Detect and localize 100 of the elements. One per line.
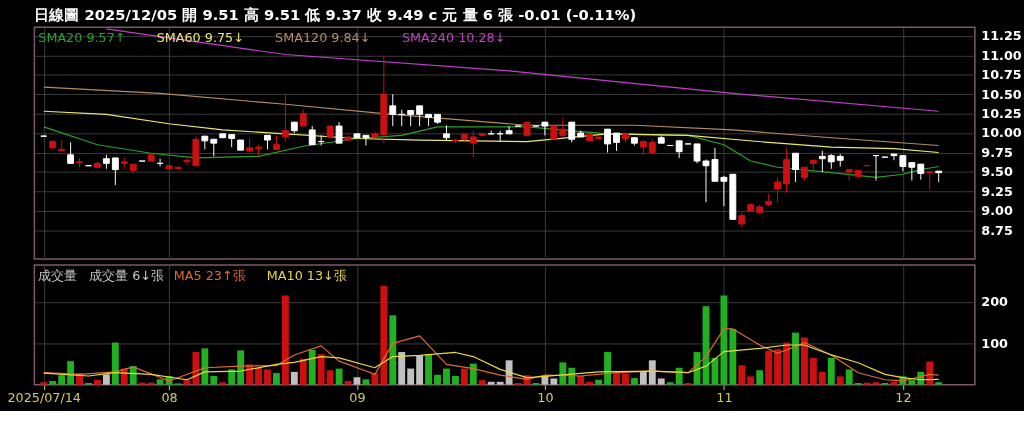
bar <box>872 382 880 385</box>
bar <box>496 381 504 385</box>
bar <box>308 349 316 385</box>
bar <box>201 348 209 385</box>
candlestick <box>67 141 75 164</box>
y-tick-label: 10.75 <box>981 67 1022 83</box>
y-tick-label: 100 <box>981 335 1009 351</box>
bar <box>192 352 200 385</box>
candlestick <box>505 125 513 135</box>
bar <box>729 328 737 385</box>
candlestick <box>926 171 934 191</box>
bar <box>362 379 370 385</box>
bar <box>299 358 307 385</box>
chart-title: 日線圖 2025/12/05 開 9.51 高 9.51 低 9.37 收 9.49 c 元 量 6 張 -0.01 (-0.11%) <box>34 6 637 24</box>
line-series <box>43 344 940 381</box>
candlestick <box>469 130 477 158</box>
bar <box>639 371 647 385</box>
bar <box>577 376 585 385</box>
bar <box>255 367 262 385</box>
bar <box>264 369 271 385</box>
y-tick-label: 10.50 <box>981 86 1022 102</box>
y-tick-label: 11.00 <box>981 47 1022 63</box>
bar <box>317 354 325 385</box>
y-tick-label: 200 <box>981 294 1009 310</box>
bar <box>622 373 629 385</box>
candlestick <box>568 121 576 143</box>
bar <box>738 365 746 385</box>
bar <box>818 371 826 385</box>
bar <box>58 375 66 385</box>
bar <box>138 382 146 385</box>
bar <box>344 380 352 385</box>
bar <box>478 380 486 385</box>
bar <box>630 378 638 385</box>
line-series <box>43 110 940 154</box>
bar <box>219 382 227 385</box>
bar <box>451 376 459 385</box>
bar <box>443 368 450 385</box>
bar <box>237 350 245 385</box>
bar <box>586 381 594 385</box>
candlestick <box>774 176 782 203</box>
candlestick <box>389 93 397 127</box>
bar <box>281 295 289 385</box>
annotation: 成交量 6↓張 <box>89 267 165 283</box>
candlestick <box>559 117 567 138</box>
bar <box>335 368 343 385</box>
bar <box>809 357 817 385</box>
bar <box>720 295 728 385</box>
x-tick-label: 2025/07/14 <box>7 389 81 405</box>
candlestick <box>604 128 611 153</box>
bar <box>49 380 57 385</box>
y-tick-label: 9.75 <box>981 144 1013 160</box>
x-tick-label: 08 <box>161 389 178 405</box>
candlestick <box>818 150 826 173</box>
bar <box>380 285 388 385</box>
bar <box>272 373 280 385</box>
bar <box>801 337 808 385</box>
bar <box>657 378 665 385</box>
bar <box>40 382 48 385</box>
y-tick-label: 9.25 <box>981 183 1013 199</box>
bar <box>290 371 298 385</box>
candlestick <box>541 121 549 136</box>
line-series <box>43 328 940 382</box>
text: MA10 13↓張 <box>266 267 347 283</box>
bar <box>156 379 164 385</box>
bar <box>434 374 441 385</box>
y-tick-label: 8.75 <box>981 222 1013 238</box>
bar <box>487 381 495 385</box>
bar <box>228 369 236 385</box>
bar <box>926 361 934 385</box>
bar <box>604 352 611 385</box>
candlestick <box>111 157 119 186</box>
x-tick-label: 10 <box>537 389 554 405</box>
bar <box>183 380 191 385</box>
bar <box>908 380 916 385</box>
bar <box>460 368 468 385</box>
x-tick-label: 12 <box>895 389 912 405</box>
bar <box>111 342 119 385</box>
bar <box>765 350 773 385</box>
bar <box>469 363 477 385</box>
bar <box>353 377 361 385</box>
candlestick <box>792 152 799 183</box>
series-label: SMA240 10.28↓ <box>401 30 506 46</box>
bar <box>559 362 567 385</box>
bar <box>102 374 110 385</box>
y-tick-label: 9.00 <box>981 203 1013 219</box>
bar <box>595 379 603 385</box>
x-tick-label: 09 <box>349 389 366 405</box>
line-series <box>43 126 940 178</box>
bar <box>792 332 799 385</box>
y-tick-label: 10.25 <box>981 106 1022 122</box>
bar <box>756 370 764 385</box>
text: SMA20 9.57↑ <box>38 30 126 46</box>
bar <box>747 376 755 385</box>
bar <box>666 382 674 385</box>
bar <box>648 360 656 385</box>
text: SMA120 9.84↓ <box>275 30 371 46</box>
bar <box>836 376 844 385</box>
bar <box>94 379 101 385</box>
candlestick <box>416 105 424 127</box>
bar <box>210 376 218 385</box>
